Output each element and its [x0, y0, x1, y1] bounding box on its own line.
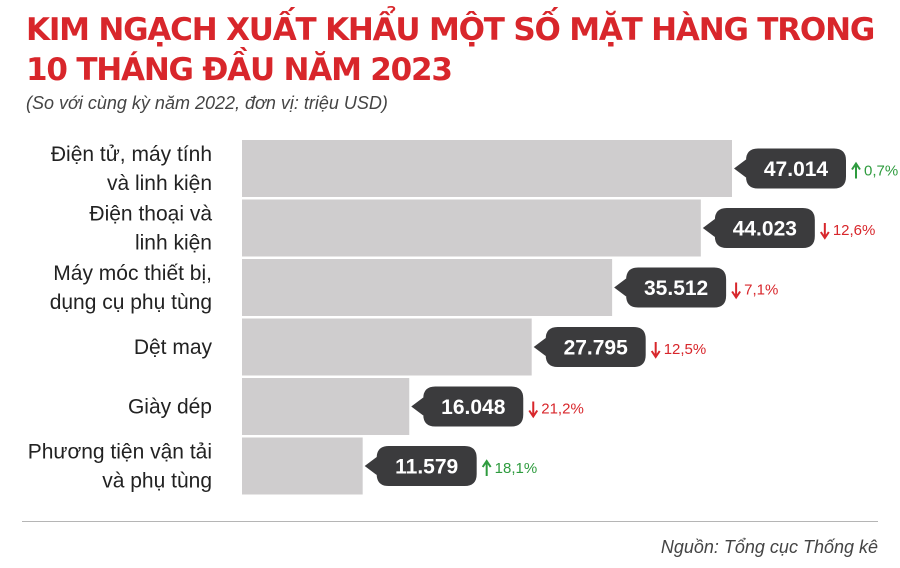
- value-bubble: [533, 327, 646, 367]
- arrow-down-icon: [819, 223, 830, 240]
- footer-divider: [22, 521, 878, 522]
- arrow-down-icon: [528, 401, 539, 419]
- category-label: Dệt may: [134, 336, 213, 359]
- chart-subtitle: (So với cùng kỳ năm 2022, đơn vị: triệu …: [26, 93, 388, 113]
- arrow-up-icon: [481, 459, 492, 476]
- value-bubble: [364, 446, 477, 486]
- value-bubble: [614, 267, 727, 308]
- value-label: 47.014: [764, 158, 829, 181]
- category-label: Điện tử, máy tính và linh kiện: [51, 143, 212, 195]
- source-note: Nguồn: Tổng cục Thống kê: [660, 537, 878, 557]
- bar: [242, 199, 701, 257]
- value-label: 11.579: [395, 456, 458, 479]
- value-bubble: [411, 386, 524, 427]
- value-bubble: [734, 148, 846, 189]
- value-label: 27.795: [564, 337, 629, 360]
- change-label: 0,7%: [864, 163, 898, 180]
- arrow-up-icon: [851, 161, 861, 179]
- bar: [242, 259, 613, 316]
- category-label: Phương tiện vận tải và phụ tùng: [28, 441, 212, 493]
- value-label: 35.512: [644, 277, 708, 300]
- value-label: 16.048: [441, 396, 506, 419]
- value-bubble: [702, 208, 815, 248]
- change-label: 18,1%: [495, 460, 538, 477]
- chart-title: KIM NGẠCH XUẤT KHẨU MỘT SỐ MẶT HÀNG TRON…: [26, 12, 875, 88]
- category-label: Giày dép: [128, 396, 212, 419]
- change-label: 12,6%: [833, 222, 876, 239]
- change-label: 21,2%: [541, 401, 584, 418]
- category-label: Máy móc thiết bị, dụng cụ phụ tùng: [50, 262, 212, 314]
- category-label: Điện thoại và linh kiện: [89, 203, 212, 255]
- arrow-down-icon: [731, 282, 741, 300]
- bar: [242, 437, 363, 495]
- change-label: 7,1%: [744, 282, 778, 299]
- arrow-down-icon: [650, 342, 661, 359]
- bar: [242, 140, 732, 197]
- bar: [242, 378, 410, 435]
- value-label: 44.023: [733, 218, 797, 241]
- change-label: 12,5%: [664, 341, 707, 358]
- bar: [242, 318, 532, 376]
